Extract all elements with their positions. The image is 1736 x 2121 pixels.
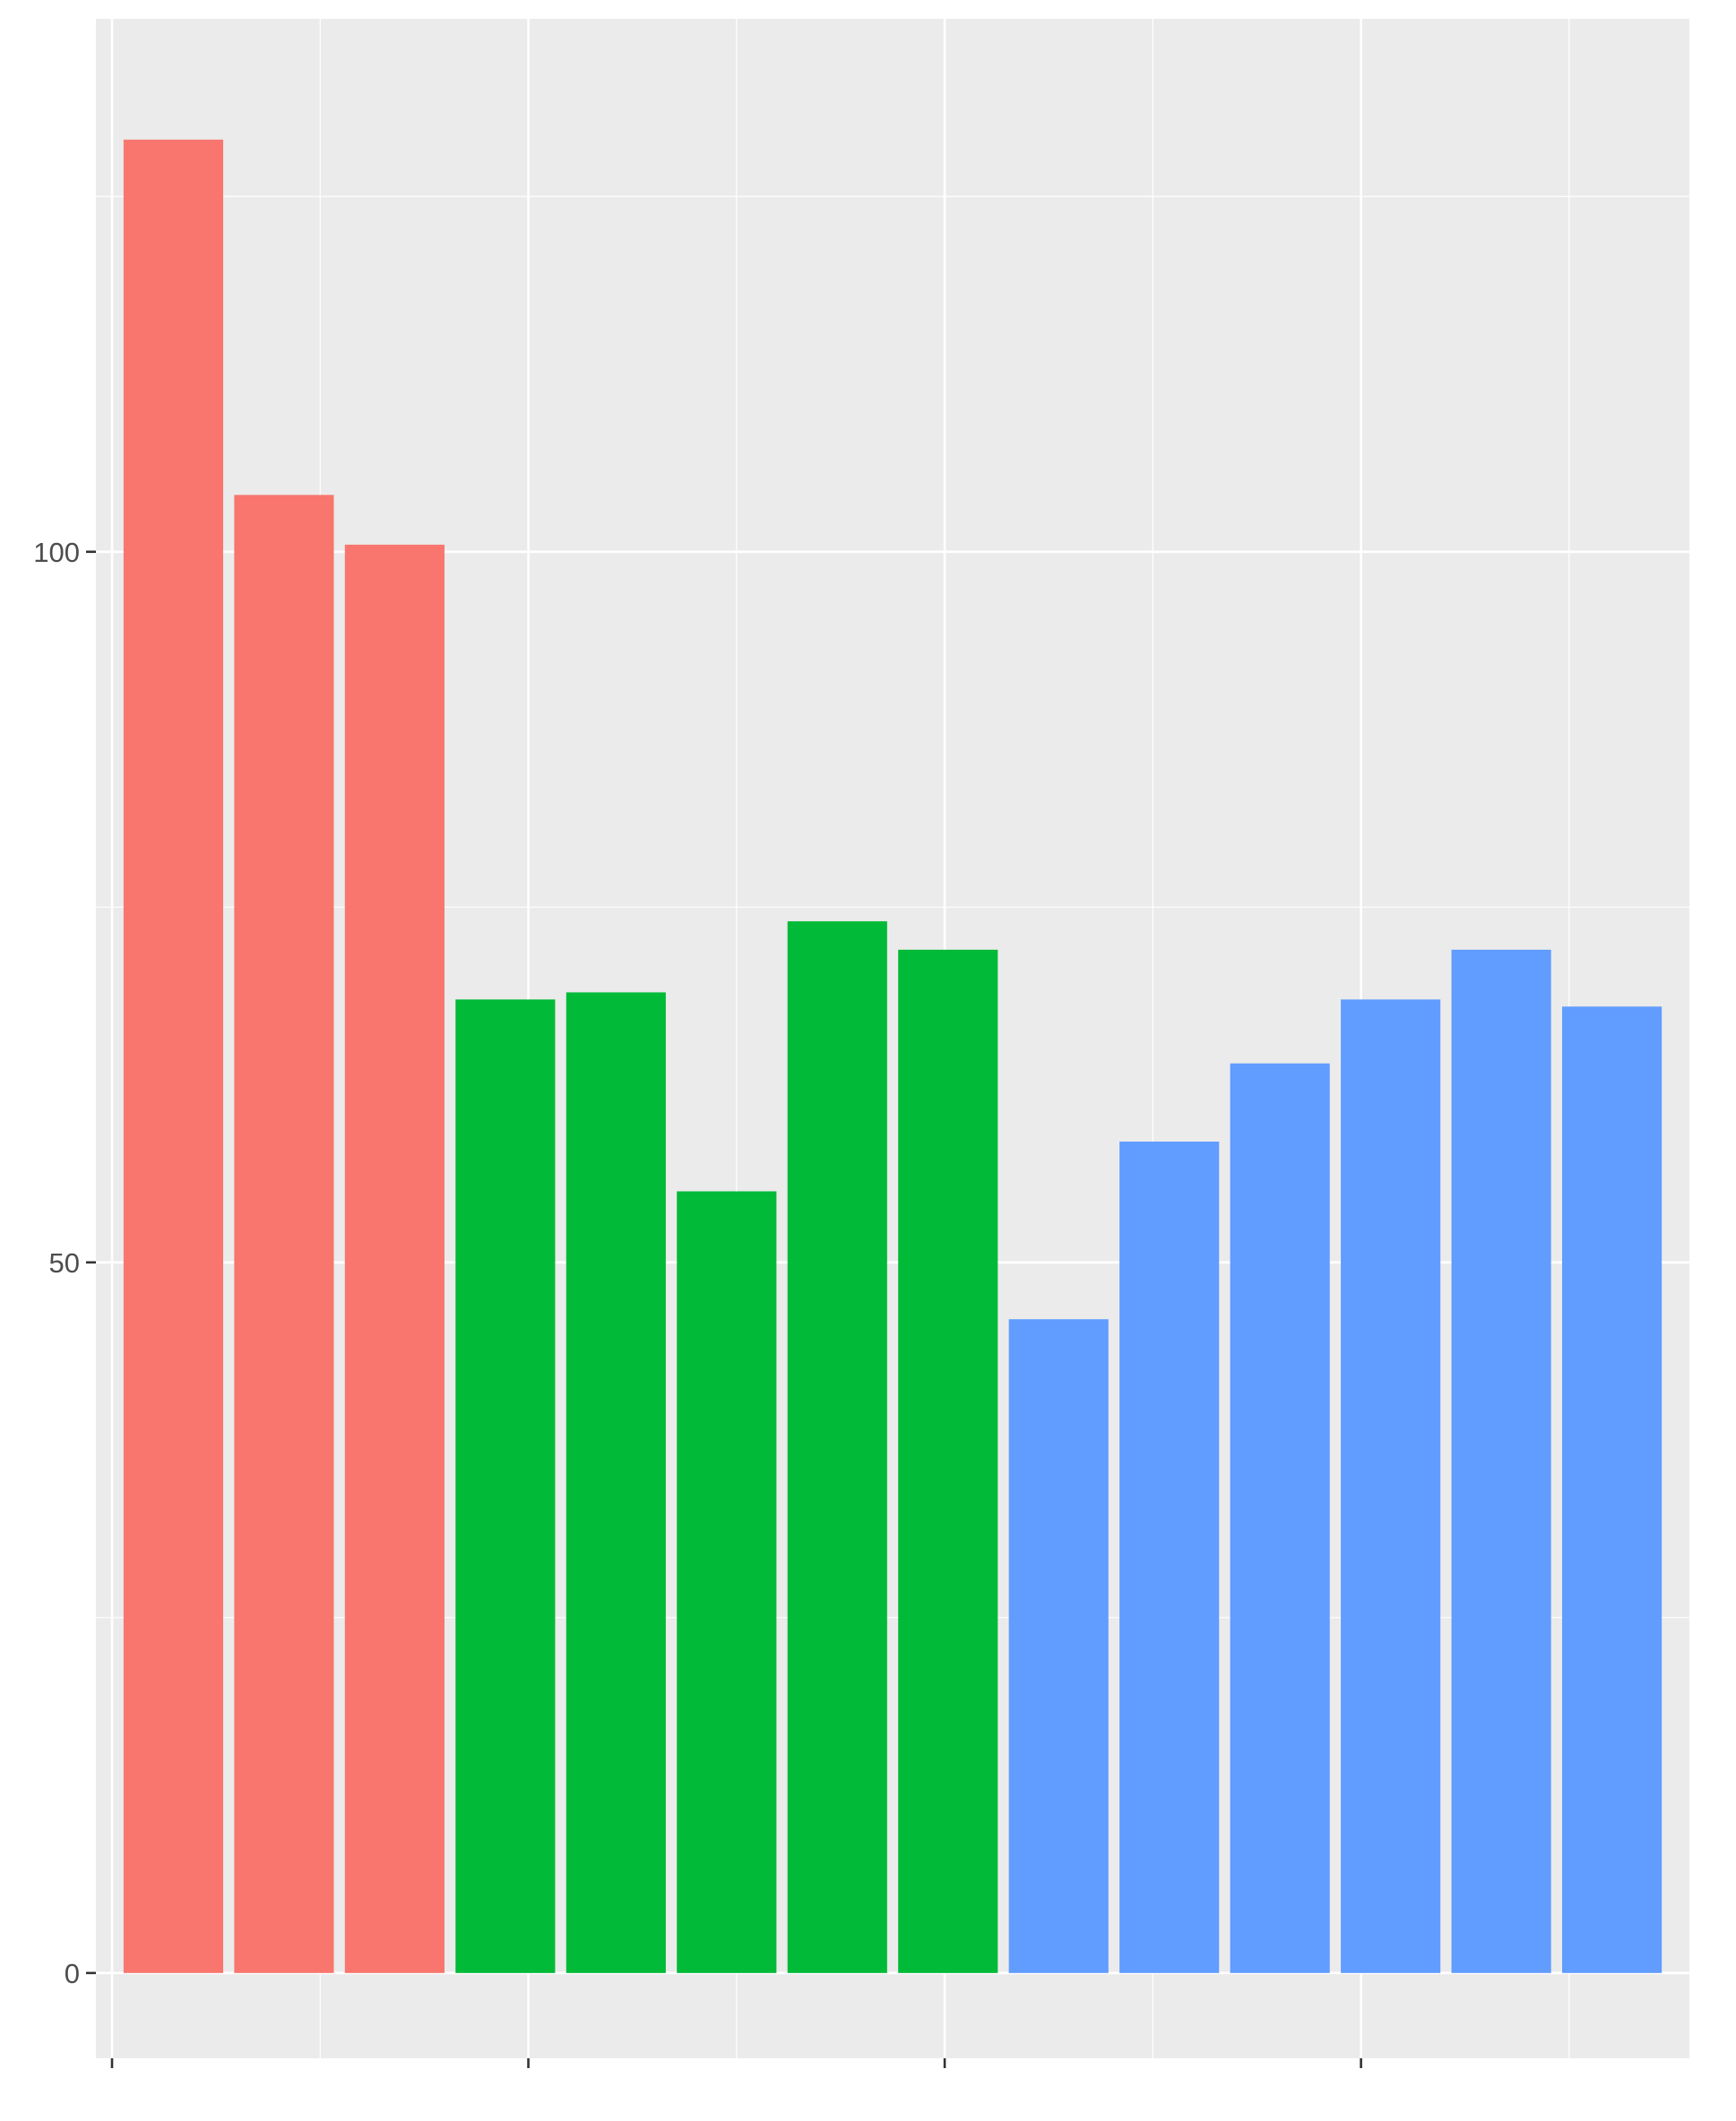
bar xyxy=(123,139,223,1973)
y-tick-label: 0 xyxy=(65,1958,80,1989)
bar xyxy=(234,495,334,1973)
bar xyxy=(1119,1141,1220,1973)
bar xyxy=(1341,999,1441,1973)
bar xyxy=(677,1191,777,1973)
bar xyxy=(787,921,887,1973)
y-tick-label: 50 xyxy=(49,1247,80,1279)
bar xyxy=(1230,1063,1330,1973)
bar xyxy=(1562,1006,1663,1973)
bar xyxy=(1008,1319,1109,1973)
bar xyxy=(455,999,556,1973)
bar xyxy=(344,544,445,1973)
bar xyxy=(898,949,998,1973)
y-axis: 0 50 100 xyxy=(33,537,96,1989)
bar xyxy=(1451,949,1551,1973)
plot-panel xyxy=(96,19,1689,2058)
x-axis xyxy=(110,2058,1362,2068)
y-tick-label: 100 xyxy=(33,537,80,568)
bars xyxy=(123,139,1663,1973)
bar xyxy=(566,992,666,1973)
